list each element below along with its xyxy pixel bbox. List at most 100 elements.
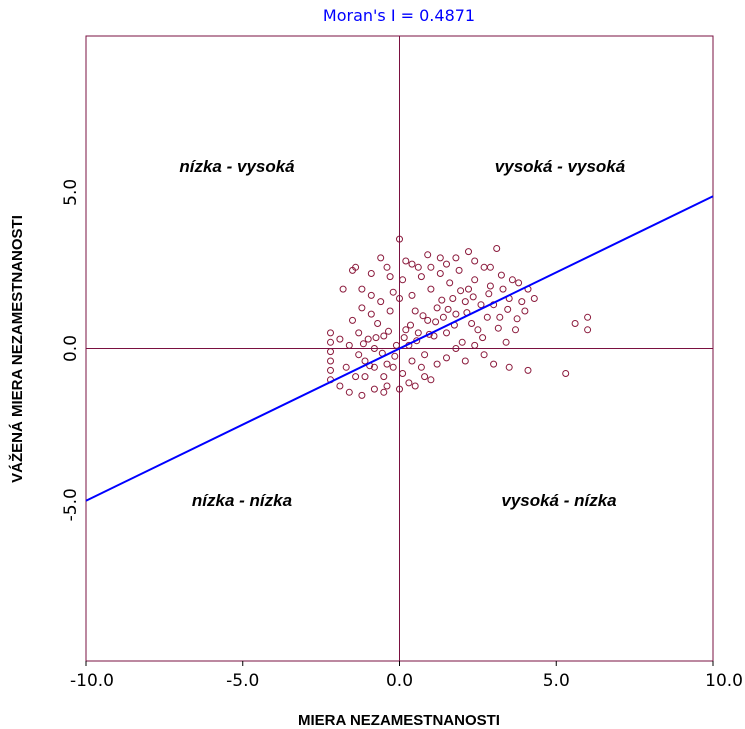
data-point (424, 316, 432, 324)
data-point (449, 295, 457, 302)
data-point (421, 351, 429, 359)
data-point (367, 291, 375, 299)
x-tick-label: 5.0 (543, 671, 570, 691)
data-point (438, 296, 446, 304)
data-point (508, 276, 516, 284)
quadrant-label-bottom-left: nízka - nízka (192, 491, 292, 510)
data-point (444, 305, 452, 313)
data-point (421, 373, 429, 381)
data-point (359, 340, 367, 348)
y-axis-label: VÁŽENÁ MIERA NEZAMESTNANOSTI (8, 215, 26, 483)
data-point (465, 248, 472, 256)
data-point (327, 338, 334, 346)
y-tick-labels: -5.0 0.0 5.0 (61, 179, 81, 522)
data-point (358, 304, 366, 312)
data-point (411, 382, 419, 390)
data-point (439, 313, 447, 321)
data-point (427, 376, 435, 384)
data-point (402, 257, 410, 265)
data-point (345, 341, 353, 349)
data-point (584, 326, 592, 334)
data-point (400, 334, 408, 342)
data-point (408, 291, 416, 299)
data-point (477, 301, 485, 309)
quadrant-label-top-left: nízka - vysoká (179, 157, 294, 176)
data-point (446, 279, 454, 287)
data-point (370, 385, 378, 393)
data-point (380, 388, 388, 396)
data-point (496, 313, 504, 321)
data-point (405, 379, 413, 387)
data-point (408, 357, 416, 365)
x-tick-label: 0.0 (386, 671, 413, 691)
data-point (408, 260, 416, 268)
data-point (389, 363, 397, 371)
data-point (358, 285, 366, 293)
data-point (452, 310, 460, 318)
data-point (336, 335, 344, 343)
data-point (383, 360, 391, 368)
data-point (436, 270, 444, 277)
data-point (342, 363, 350, 371)
data-point (377, 298, 385, 306)
quadrant-label-top-right: vysoká - vysoká (495, 157, 625, 176)
data-point (474, 326, 482, 334)
regression-line (85, 195, 714, 502)
data-point (380, 373, 388, 381)
data-point (327, 329, 334, 337)
data-point (370, 363, 378, 371)
y-tick-label: 5.0 (61, 179, 81, 206)
data-point (383, 263, 391, 271)
data-point (417, 363, 425, 371)
data-point (367, 310, 375, 318)
data-point (427, 285, 435, 293)
data-point (479, 334, 487, 342)
x-tick-labels: -10.0 -5.0 0.0 5.0 10.0 (70, 661, 743, 691)
data-point (389, 288, 397, 296)
data-point (480, 351, 488, 359)
data-point (433, 304, 441, 312)
data-point (443, 354, 450, 362)
data-point (364, 335, 372, 343)
data-point (443, 260, 450, 268)
data-point (355, 329, 363, 337)
x-tick-label: -5.0 (226, 671, 259, 691)
data-point (424, 251, 432, 259)
data-point (361, 373, 369, 381)
data-point (327, 348, 334, 356)
data-point (374, 320, 382, 327)
data-point (336, 382, 344, 390)
data-point (355, 351, 363, 359)
data-point (377, 254, 385, 262)
data-point (562, 370, 570, 377)
chart-subtitle: Moran's I = 0.4871 (323, 6, 475, 25)
data-point (339, 285, 347, 293)
data-point (512, 326, 519, 334)
data-point (483, 313, 491, 321)
data-point (584, 313, 592, 321)
x-tick-label: 10.0 (705, 671, 743, 691)
data-point (486, 282, 494, 290)
data-point (358, 391, 366, 399)
data-point (327, 366, 334, 374)
data-point (471, 257, 479, 265)
data-point (414, 329, 422, 337)
data-point (391, 352, 399, 360)
data-point (465, 285, 472, 293)
data-point (480, 263, 488, 271)
data-point (367, 270, 375, 277)
data-point (383, 382, 391, 390)
data-point (411, 307, 419, 315)
data-point (504, 305, 512, 313)
regression-line-group (85, 195, 714, 502)
data-point (414, 263, 422, 271)
quadrant-label-bottom-right: vysoká - nízka (501, 491, 616, 510)
data-points (327, 235, 592, 399)
data-point (372, 334, 380, 342)
data-point (505, 363, 513, 371)
data-point (352, 263, 360, 271)
data-point (494, 324, 502, 332)
data-point (407, 321, 414, 329)
data-point (432, 318, 440, 326)
data-point (458, 338, 466, 346)
